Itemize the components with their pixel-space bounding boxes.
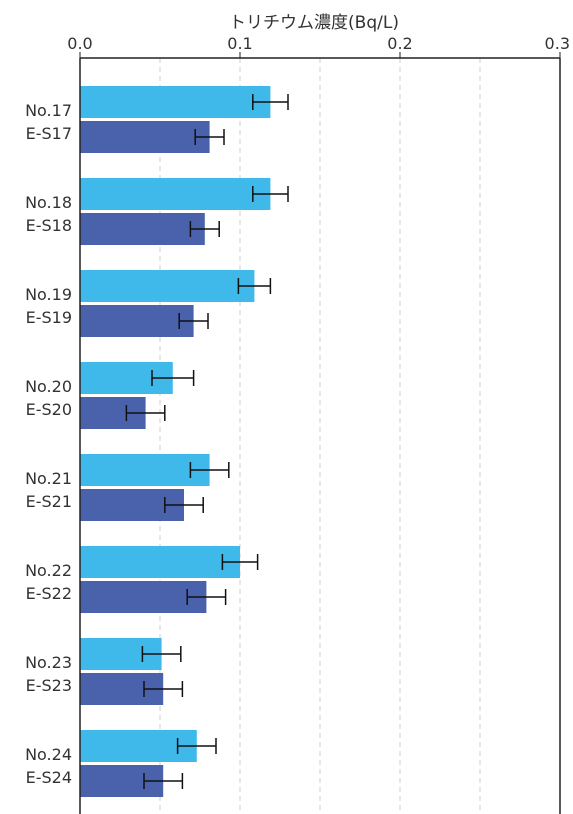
- category-label: E-S18: [26, 216, 72, 235]
- bar: [80, 270, 255, 302]
- category-label: E-S21: [26, 492, 72, 511]
- category-label: No.18: [25, 193, 72, 212]
- x-axis-ticks: 0.0 0.1 0.2 0.3: [67, 34, 570, 58]
- category-label: No.17: [25, 101, 72, 120]
- category-label: No.24: [25, 745, 72, 764]
- axes: [79, 57, 561, 814]
- category-label: E-S23: [26, 676, 72, 695]
- grid: [159, 58, 481, 814]
- bar: [80, 305, 194, 337]
- category-label: No.21: [25, 469, 72, 488]
- x-tick-label: 0.1: [227, 34, 252, 53]
- category-label: E-S19: [26, 308, 72, 327]
- x-tick-label: 0.3: [545, 34, 570, 53]
- category-label: E-S22: [26, 584, 72, 603]
- bar: [80, 86, 271, 118]
- bar: [80, 546, 240, 578]
- x-tick-label: 0.0: [67, 34, 92, 53]
- category-labels: No.17 E-S17 No.18 E-S18 No.19 E-S19 No.20 E-S20…: [25, 101, 72, 787]
- bars: [80, 86, 289, 797]
- category-label: No.22: [25, 561, 72, 580]
- bar: [80, 178, 271, 210]
- bar: [80, 581, 207, 613]
- category-label: E-S20: [26, 400, 72, 419]
- category-label: No.23: [25, 653, 72, 672]
- category-label: No.19: [25, 285, 72, 304]
- x-tick-label: 0.2: [387, 34, 412, 53]
- bar: [80, 213, 205, 245]
- chart-title: トリチウム濃度(Bq/L): [229, 13, 399, 33]
- category-label: No.20: [25, 377, 72, 396]
- bar: [80, 454, 210, 486]
- category-label: E-S24: [26, 768, 72, 787]
- bar: [80, 121, 210, 153]
- category-label: E-S17: [26, 124, 72, 143]
